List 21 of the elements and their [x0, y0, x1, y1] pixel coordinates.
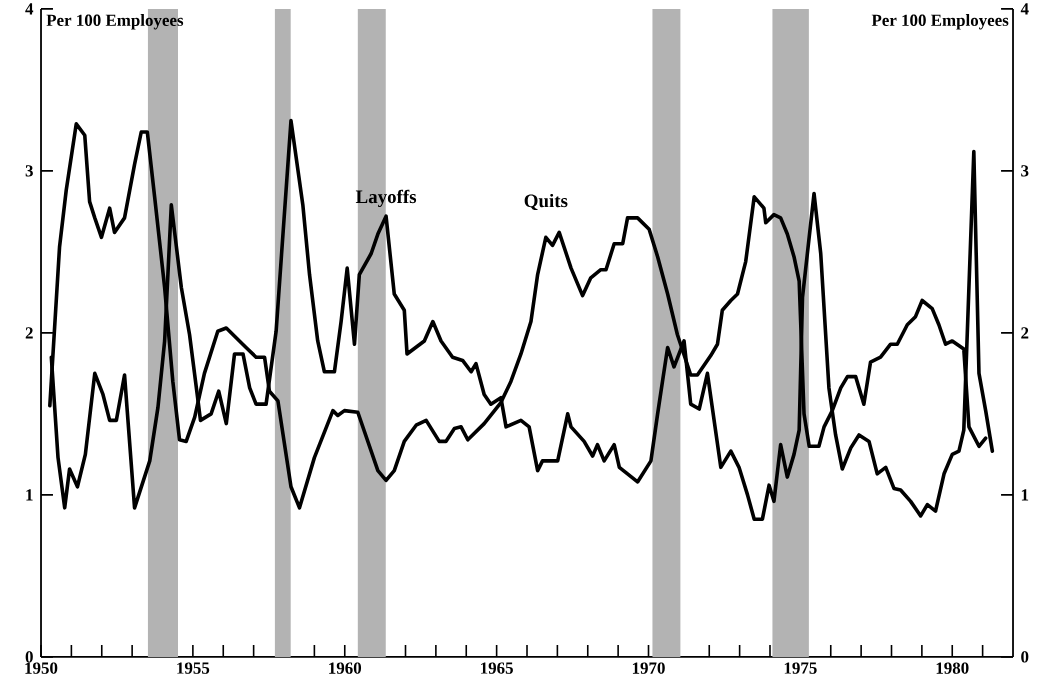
x-tick-label: 1955 [177, 662, 210, 674]
y2-tick-label: 3 [1021, 165, 1029, 177]
y2-tick-label: 1 [1021, 489, 1029, 501]
x-tick-label: 1975 [784, 662, 817, 674]
y-tick-label: 3 [25, 165, 33, 177]
x-tick-label: 1950 [25, 662, 58, 674]
y2-tick-label: 4 [1020, 3, 1029, 15]
y2-tick-label: 0 [1021, 651, 1029, 663]
y-tick-label: 2 [25, 327, 33, 339]
y-tick-label: 1 [26, 489, 33, 501]
y-tick-label: 4 [25, 3, 34, 15]
y2-tick-label: 2 [1021, 327, 1029, 339]
series-label: Layoffs [355, 189, 417, 208]
x-tick-label: 1980 [936, 662, 969, 674]
y-axis-title: Per 100 Employees [46, 14, 184, 30]
y-tick-label: 0 [25, 651, 33, 663]
x-tick-label: 1970 [632, 662, 665, 674]
x-tick-label: 1965 [481, 662, 513, 674]
series-label: Quits [524, 193, 568, 211]
y2-axis-title: Per 100 Employees [871, 14, 1009, 30]
x-tick-label: 1960 [329, 662, 362, 674]
